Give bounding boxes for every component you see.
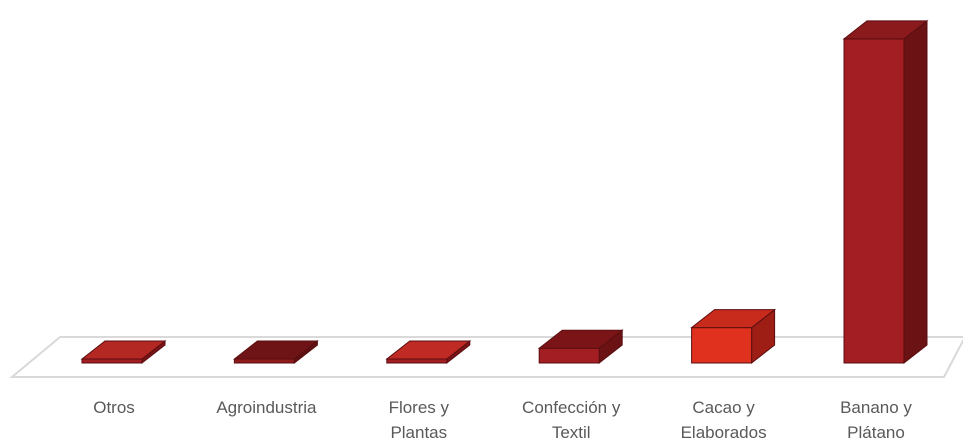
bar-top bbox=[385, 340, 472, 360]
bar-2 bbox=[385, 339, 472, 365]
bar-0 bbox=[80, 339, 167, 365]
category-label-line: Banano y bbox=[840, 398, 912, 417]
bar-front bbox=[691, 327, 753, 364]
category-label-2: Flores y Plantas bbox=[389, 398, 450, 442]
bar-front bbox=[81, 358, 143, 364]
bar-front bbox=[386, 358, 448, 364]
category-label-line: Agroindustria bbox=[216, 398, 317, 417]
category-label-3: Confección y Textil bbox=[522, 398, 621, 442]
bar-top bbox=[80, 340, 167, 360]
bar-front bbox=[233, 358, 295, 364]
category-label-4: Cacao y Elaborados bbox=[681, 398, 767, 442]
bar-top bbox=[842, 20, 929, 40]
category-label-line: Textil bbox=[552, 423, 591, 442]
bar-front bbox=[538, 347, 600, 364]
bar-1 bbox=[232, 339, 319, 365]
bar-5 bbox=[842, 19, 929, 365]
bars-group bbox=[80, 19, 929, 365]
category-label-line: Otros bbox=[93, 398, 135, 417]
category-label-5: Banano y Plátano bbox=[840, 398, 912, 442]
category-label-line: Flores y bbox=[389, 398, 450, 417]
category-label-1: Agroindustria bbox=[216, 398, 317, 417]
bar-top bbox=[537, 329, 624, 349]
category-label-0: Otros bbox=[93, 398, 135, 417]
category-label-line: Plantas bbox=[390, 423, 447, 442]
bar-top bbox=[232, 340, 319, 360]
bar-front bbox=[843, 38, 905, 364]
bar-4 bbox=[690, 308, 777, 365]
bar-3 bbox=[537, 329, 624, 365]
bar-top bbox=[690, 309, 777, 329]
bar-side bbox=[903, 19, 928, 365]
category-label-line: Elaborados bbox=[681, 423, 767, 442]
category-label-line: Confección y bbox=[522, 398, 621, 417]
category-label-line: Plátano bbox=[847, 423, 905, 442]
category-labels-group: Otros Agroindustria Flores y Plantas Confecc… bbox=[93, 398, 912, 442]
category-label-line: Cacao y bbox=[692, 398, 755, 417]
